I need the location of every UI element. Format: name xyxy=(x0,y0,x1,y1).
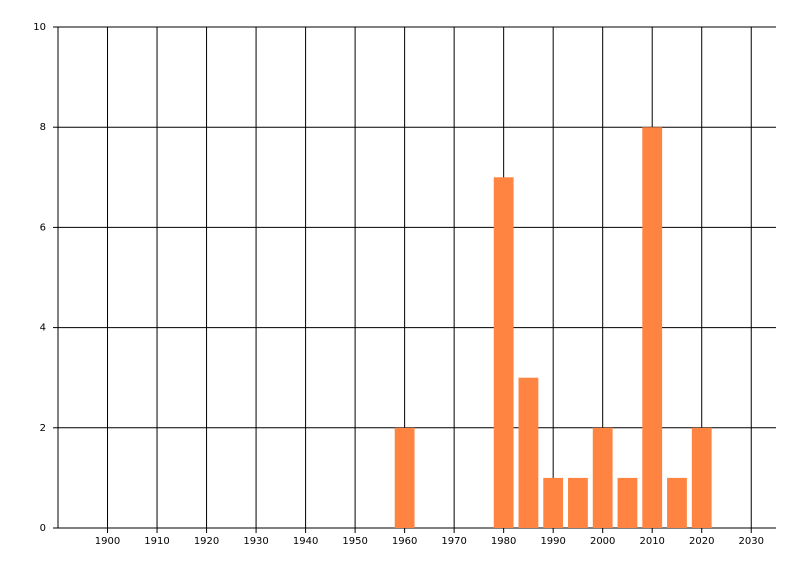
x-tick-label: 1920 xyxy=(194,536,219,547)
x-tick-label: 1940 xyxy=(293,536,318,547)
x-tick-label: 1900 xyxy=(95,536,120,547)
x-tick-label: 2020 xyxy=(689,536,714,547)
y-tick-label: 2 xyxy=(40,423,46,434)
bar xyxy=(691,427,712,528)
bar xyxy=(617,477,638,528)
y-tick-label: 8 xyxy=(40,122,46,133)
x-tick-label: 1980 xyxy=(491,536,516,547)
bar xyxy=(394,427,415,528)
y-tick-label: 0 xyxy=(40,523,46,534)
y-tick-label: 6 xyxy=(40,222,46,233)
bar xyxy=(667,477,687,528)
y-tick-label: 10 xyxy=(33,22,46,33)
x-tick-label: 1990 xyxy=(540,536,565,547)
bar xyxy=(518,377,539,528)
x-tick-label: 1930 xyxy=(243,536,268,547)
x-tick-label: 2030 xyxy=(739,536,764,547)
bar xyxy=(568,477,588,528)
x-tick-label: 1950 xyxy=(342,536,367,547)
x-tick-label: 1910 xyxy=(144,536,169,547)
bar xyxy=(642,127,663,528)
x-tick-label: 2000 xyxy=(590,536,615,547)
x-tick-label: 1960 xyxy=(392,536,417,547)
y-tick-label: 4 xyxy=(40,323,46,334)
bar xyxy=(543,477,564,528)
x-tick-label: 1970 xyxy=(441,536,466,547)
bar xyxy=(592,427,613,528)
x-tick-label: 2010 xyxy=(639,536,664,547)
bar xyxy=(493,177,514,529)
